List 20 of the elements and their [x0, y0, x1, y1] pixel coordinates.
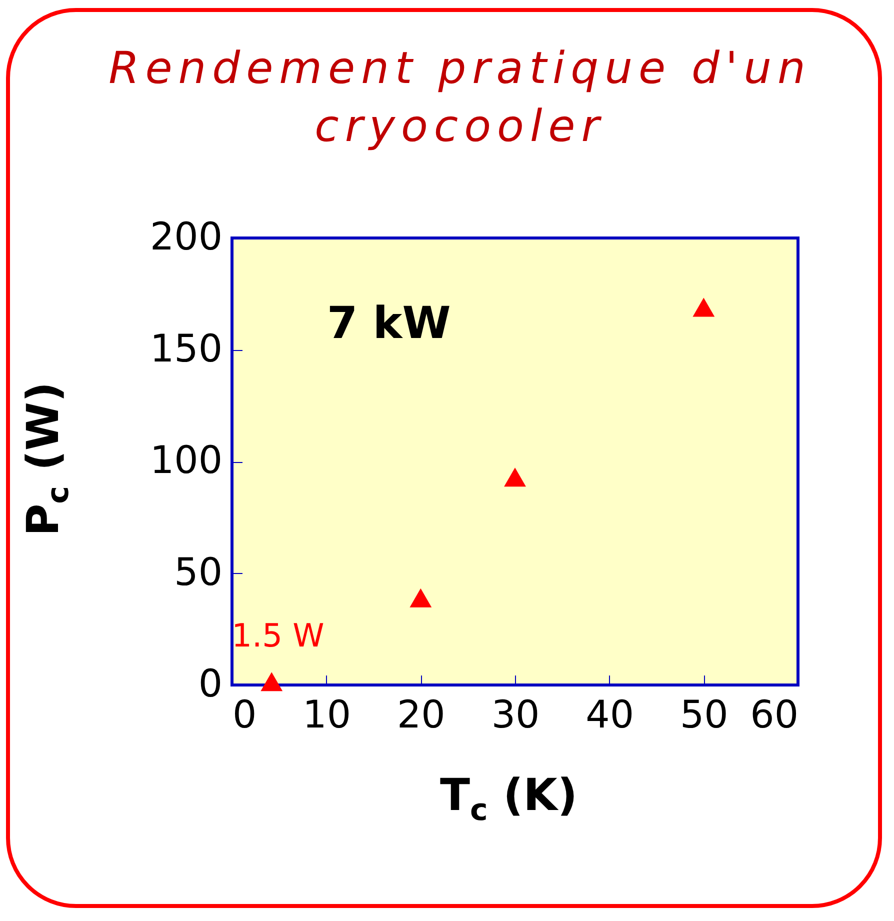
- y-tick-label: 100: [150, 438, 222, 482]
- point: [504, 468, 526, 487]
- x-axis-title: T$_{c}$ (K): [440, 770, 578, 828]
- y-tick-label: 50: [174, 550, 222, 594]
- x-tick-label: 0: [232, 692, 257, 736]
- x-tick-label: 10: [302, 692, 352, 736]
- y-tick-label: 200: [150, 214, 222, 258]
- annotation: 1.5 W: [232, 616, 324, 655]
- point: [692, 298, 715, 317]
- point: [260, 672, 283, 692]
- x-tick-label: 30: [491, 692, 540, 736]
- point: [410, 588, 432, 608]
- x-tick-label: 50: [680, 692, 728, 736]
- x-tick-label: 60: [750, 692, 798, 736]
- y-tick-label: 0: [198, 662, 222, 706]
- annotation: 7 kW: [327, 298, 451, 349]
- chart-title: Rendement pratique d'un cryocooler: [108, 42, 812, 154]
- y-tick-label: 150: [150, 326, 222, 370]
- x-tick-label: 20: [396, 692, 446, 736]
- x-tick-label: 40: [586, 692, 634, 736]
